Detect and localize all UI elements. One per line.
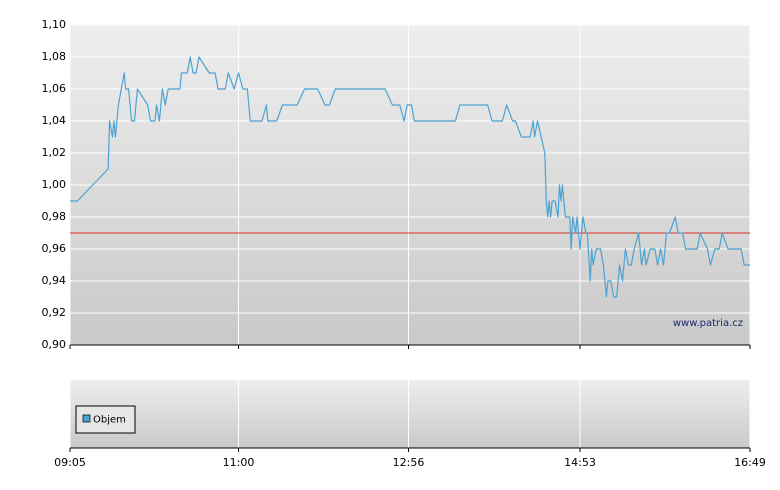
y-tick-label: 1,06: [42, 82, 67, 95]
price-line: [70, 56, 750, 298]
x-tick-label: 16:49: [734, 456, 766, 469]
y-tick-label: 1,00: [42, 178, 67, 191]
x-tick-label: 12:56: [393, 456, 425, 469]
volume-area: [70, 380, 750, 448]
y-tick-label: 0,90: [42, 338, 67, 351]
y-tick-label: 1,10: [42, 18, 67, 31]
legend-swatch: [82, 414, 91, 423]
x-tick-label: 09:05: [54, 456, 86, 469]
y-tick-label: 1,02: [42, 146, 67, 159]
watermark: www.patria.cz: [673, 318, 743, 329]
y-tick-label: 1,04: [42, 114, 67, 127]
legend-label: Objem: [93, 415, 126, 426]
y-tick-label: 1,08: [42, 50, 67, 63]
y-tick-label: 0,98: [42, 210, 67, 223]
grid: [69, 24, 751, 448]
x-tick-label: 14:53: [564, 456, 596, 469]
marks: [70, 56, 750, 298]
y-tick-label: 0,96: [42, 242, 67, 255]
y-tick-label: 0,94: [42, 274, 67, 287]
x-tick-label: 11:00: [223, 456, 255, 469]
y-tick-label: 0,92: [42, 306, 67, 319]
